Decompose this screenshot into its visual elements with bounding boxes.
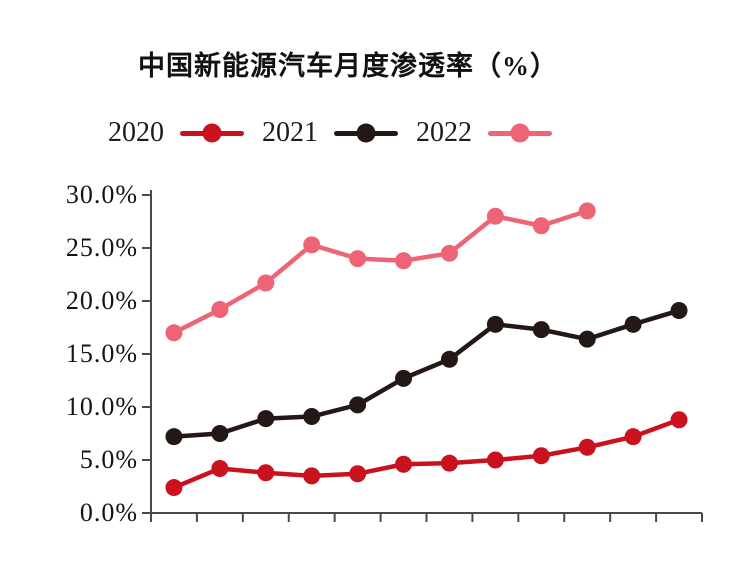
legend-label-2021: 2021 (262, 117, 318, 148)
y-tick-label-10: 10.0% (65, 392, 138, 421)
y-tick-label-25: 25.0% (65, 233, 138, 262)
y-tick-label-5: 5.0% (79, 445, 138, 474)
legend: 2020 2021 2022 (108, 116, 570, 150)
chart-title: 中国新能源汽车月度渗透率（%） (138, 51, 558, 81)
legend-item-2020: 2020 (108, 116, 262, 150)
legend-label-2020: 2020 (108, 117, 164, 148)
legend-dot-icon (510, 123, 530, 143)
legend-line-marker-icon (334, 123, 398, 143)
y-tick-label-0: 0.0% (79, 498, 138, 527)
y-tick-label-30: 30.0% (65, 180, 138, 209)
y-tick-label-15: 15.0% (65, 339, 138, 368)
legend-item-2021: 2021 (262, 116, 416, 150)
legend-dot-icon (356, 123, 376, 143)
y-tick-label-20: 20.0% (65, 286, 138, 315)
legend-label-2022: 2022 (416, 117, 472, 148)
legend-line-marker-icon (180, 123, 244, 143)
legend-line-marker-icon (488, 123, 552, 143)
legend-item-2022: 2022 (416, 116, 570, 150)
legend-dot-icon (202, 123, 222, 143)
